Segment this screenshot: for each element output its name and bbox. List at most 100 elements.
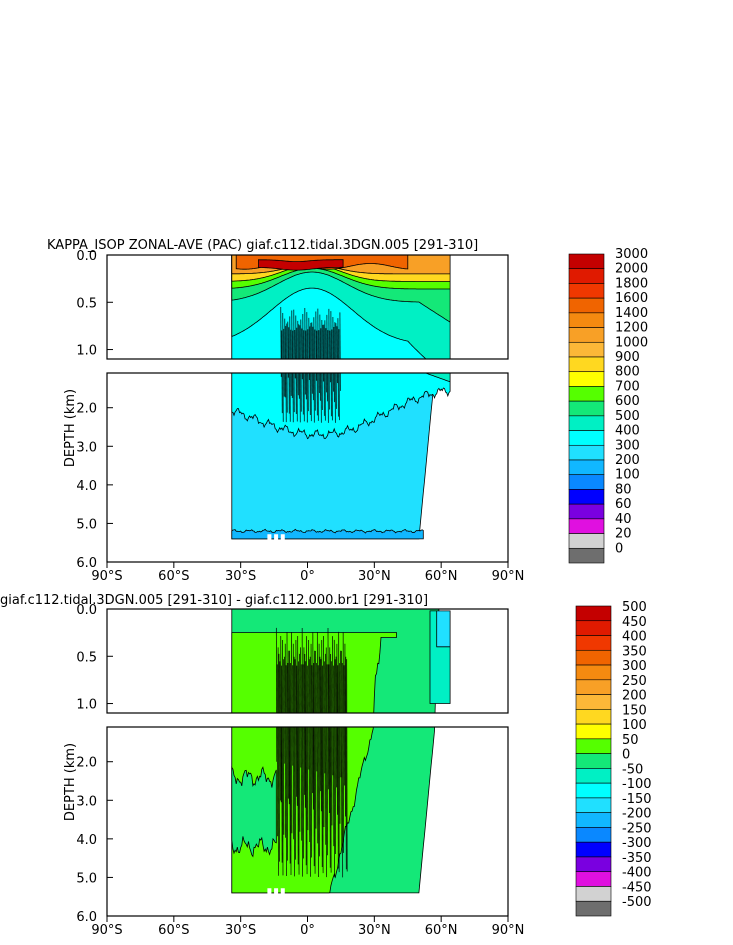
y-tick-label: 1.0	[76, 698, 97, 713]
y-tick-label: 5.0	[76, 517, 97, 532]
colorbar-swatch	[575, 782, 612, 799]
colorbar-label: -50	[622, 762, 643, 777]
colorbar-swatch	[568, 312, 605, 328]
x-tick-label: 60°N	[425, 923, 458, 938]
region-100-200	[231, 528, 424, 540]
colorbar-swatch	[575, 694, 612, 710]
colorbar-swatch	[568, 518, 605, 534]
colorbar-label: 500	[615, 409, 640, 424]
y-tick-label: 6.0	[76, 910, 97, 925]
x-tick-label: 60°N	[425, 569, 458, 584]
x-tick-label: 90°S	[91, 923, 122, 938]
colorbar-label: 450	[622, 615, 647, 630]
colorbar-swatch	[568, 356, 605, 373]
colorbar-swatch	[568, 430, 605, 446]
colorbar-swatch	[575, 797, 612, 813]
colorbar-swatch	[568, 474, 605, 490]
colorbar-swatch	[575, 900, 612, 917]
colorbar-swatch	[568, 489, 605, 505]
colorbar-swatch	[568, 533, 605, 549]
x-tick-label: 30°N	[358, 569, 391, 584]
colorbar-swatch	[568, 371, 605, 387]
colorbar-swatch	[568, 547, 605, 564]
colorbar-swatch	[568, 386, 605, 402]
bottom-notch	[280, 534, 285, 540]
bottom-notch	[267, 534, 272, 540]
colorbar-label: 1800	[615, 276, 648, 291]
colorbar-swatch	[575, 812, 612, 828]
colorbar-label: 400	[615, 424, 640, 439]
colorbar-label: 1400	[615, 306, 648, 321]
colorbar-label: 200	[622, 689, 647, 704]
colorbar-label: 60	[615, 497, 632, 512]
bottom-notch	[274, 534, 279, 540]
colorbar-swatch	[568, 327, 605, 343]
colorbar-swatch	[575, 664, 612, 681]
colorbar-label: 40	[615, 512, 632, 527]
x-tick-label: 60°S	[158, 569, 189, 584]
x-tick-label: 90°N	[492, 569, 525, 584]
colorbar-swatch	[575, 605, 612, 622]
colorbar-swatch	[575, 738, 612, 754]
colorbar-swatch	[568, 415, 605, 431]
bottom-notch	[280, 888, 285, 894]
colorbar-label: -500	[622, 895, 652, 910]
colorbar-label: 600	[615, 394, 640, 409]
x-tick-label: 30°S	[225, 923, 256, 938]
y-tick-label: 4.0	[76, 833, 97, 848]
y-tick-label: 0.5	[76, 296, 97, 311]
colorbar-swatch	[575, 709, 612, 725]
colorbar-swatch	[568, 341, 605, 358]
x-tick-label: 30°N	[358, 923, 391, 938]
x-tick-label: 0°	[300, 569, 315, 584]
colorbar-swatch	[568, 283, 605, 299]
colorbar-label: 350	[622, 644, 647, 659]
x-tick-label: 60°S	[158, 923, 189, 938]
colorbar-label: 3000	[615, 247, 648, 262]
region-max	[258, 259, 344, 271]
x-tick-label: 90°N	[492, 923, 525, 938]
colorbar-label: 200	[615, 453, 640, 468]
y-tick-label: 0.0	[76, 249, 97, 264]
colorbar-swatch	[575, 620, 612, 636]
colorbar-swatch	[568, 268, 605, 284]
colorbar-label: 1200	[615, 321, 648, 336]
x-tick-label: 30°S	[225, 569, 256, 584]
colorbar-swatch	[568, 400, 605, 417]
colorbar-swatch	[575, 723, 612, 740]
colorbar-label: 900	[615, 350, 640, 365]
y-tick-label: 0.5	[76, 650, 97, 665]
colorbar-label: -450	[622, 880, 652, 895]
chart-title: giaf.c112.tidal.3DGN.005 [291-310] - gia…	[0, 593, 428, 608]
colorbar-label: -200	[622, 807, 652, 822]
colorbar-swatch	[575, 871, 612, 887]
colorbar-swatch	[568, 253, 605, 270]
colorbar-swatch	[568, 503, 605, 520]
colorbar-label: 300	[615, 438, 640, 453]
y-tick-label: 4.0	[76, 479, 97, 494]
colorbar-label: 20	[615, 527, 632, 542]
colorbar-label: 80	[615, 482, 632, 497]
colorbar-label: 1600	[615, 291, 648, 306]
colorbar-swatch	[568, 297, 605, 314]
x-tick-label: 90°S	[91, 569, 122, 584]
y-tick-label: 5.0	[76, 871, 97, 886]
y-axis-label: DEPTH (km)	[63, 389, 78, 467]
colorbar-label: 1000	[615, 335, 648, 350]
y-axis-label: DEPTH (km)	[63, 743, 78, 821]
colorbar-label: -300	[622, 836, 652, 851]
colorbar-label: 100	[615, 468, 640, 483]
y-tick-label: 2.0	[76, 756, 97, 771]
colorbar-label: -100	[622, 777, 652, 792]
colorbar-label: 700	[615, 379, 640, 394]
region-minus50-0-pocket	[231, 766, 277, 858]
colorbar-label: -150	[622, 792, 652, 807]
colorbar-label: -400	[622, 866, 652, 881]
bottom-notch	[267, 888, 272, 894]
colorbar-label: 400	[622, 630, 647, 645]
y-tick-label: 1.0	[76, 344, 97, 359]
contour-field	[231, 609, 451, 894]
y-tick-label: 2.0	[76, 402, 97, 417]
colorbar-swatch	[575, 768, 612, 784]
